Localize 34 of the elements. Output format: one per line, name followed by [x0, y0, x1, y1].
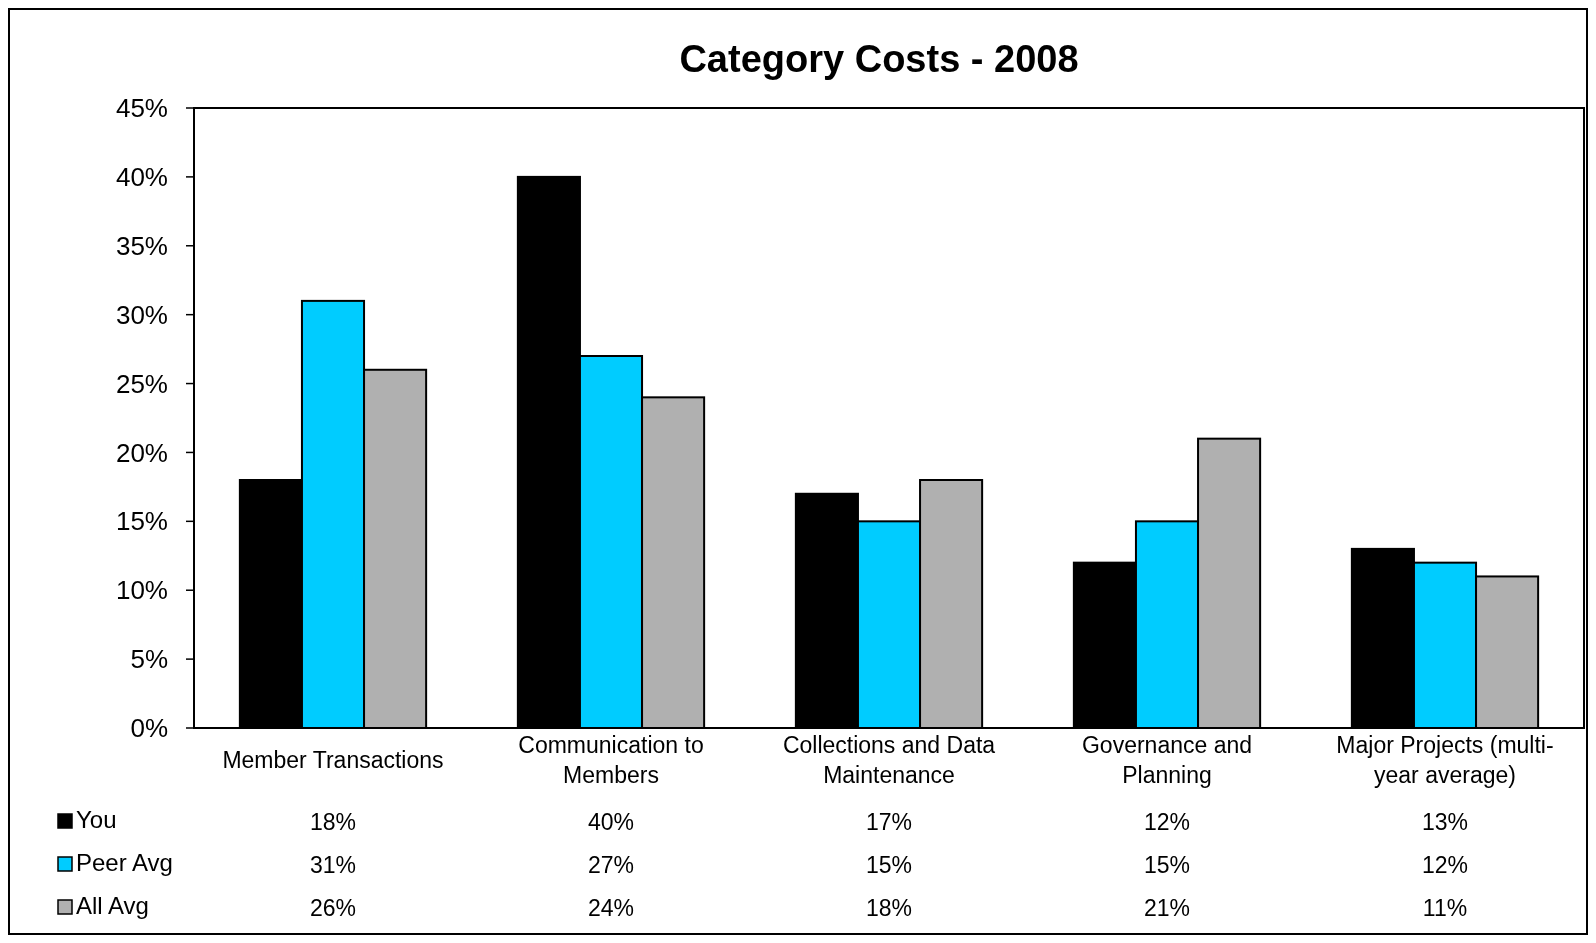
data-label: 27%	[587, 852, 635, 878]
data-label: 40%	[587, 809, 635, 835]
y-tick-label: 40%	[115, 161, 168, 192]
y-tick-label: 30%	[115, 299, 168, 330]
x-tick-label: Communication to Members	[518, 732, 704, 788]
y-tick-label: 20%	[115, 437, 168, 468]
data-label: 24%	[587, 895, 635, 921]
data-label: 12%	[1143, 809, 1191, 835]
data-label: 11%	[1422, 895, 1468, 921]
data-label: 15%	[1143, 852, 1191, 878]
y-tick-label: 25%	[115, 368, 168, 399]
data-label: 26%	[309, 895, 357, 921]
x-tick-label: Member Transactions	[222, 747, 444, 773]
legend-label: You	[76, 806, 117, 833]
y-tick-label: 10%	[115, 575, 168, 606]
y-tick-label: 15%	[115, 506, 168, 537]
data-label: 12%	[1421, 852, 1469, 878]
chart-title: Category Costs - 2008	[679, 38, 1079, 80]
data-label: 21%	[1143, 895, 1191, 921]
x-tick-label: Collections and Data Maintenance	[782, 732, 996, 788]
data-label: 17%	[865, 809, 913, 835]
data-label: 31%	[309, 852, 357, 878]
x-tick-label: Governance and Planning	[1081, 732, 1253, 788]
legend-label: All Avg	[76, 892, 149, 919]
y-tick-label: 35%	[115, 230, 168, 261]
y-tick-label: 0%	[130, 713, 168, 744]
data-label: 13%	[1421, 809, 1469, 835]
legend-label: Peer Avg	[76, 849, 173, 876]
data-label: 18%	[309, 809, 357, 835]
x-tick-label: Major Projects (multi-year average)	[1336, 732, 1554, 788]
data-label: 18%	[865, 895, 913, 921]
data-label: 15%	[865, 852, 913, 878]
y-tick-label: 5%	[130, 644, 168, 675]
y-tick-label: 45%	[115, 93, 168, 124]
